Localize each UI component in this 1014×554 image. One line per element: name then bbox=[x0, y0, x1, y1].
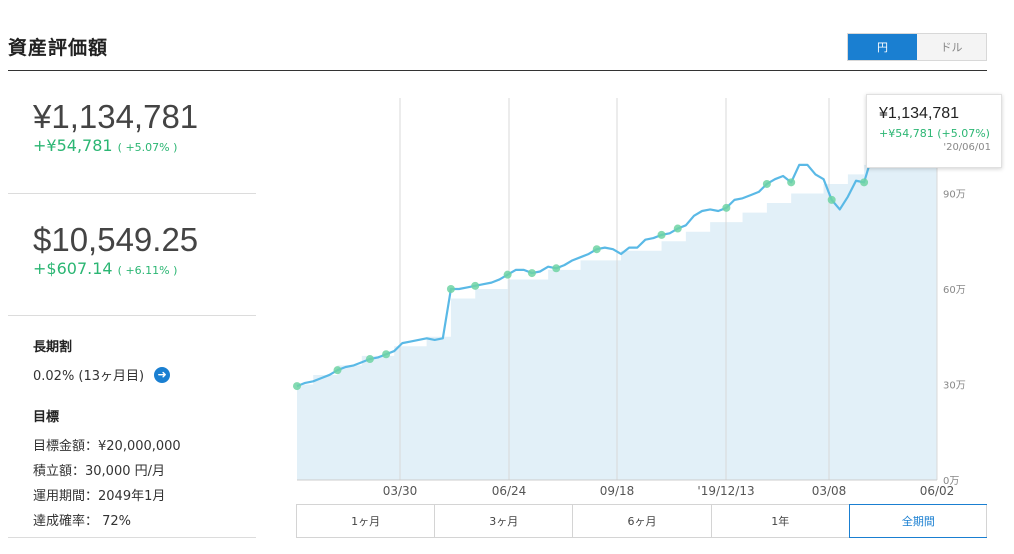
x-tick-label: 03/08 bbox=[812, 484, 847, 498]
data-point bbox=[787, 178, 796, 187]
period-1m-button[interactable]: 1ヶ月 bbox=[297, 505, 436, 537]
period-all-button[interactable]: 全期間 bbox=[848, 504, 988, 538]
data-point bbox=[722, 203, 731, 212]
goal-probability: 達成確率： 72% bbox=[33, 514, 132, 529]
x-tick-label: '19/12/13 bbox=[697, 484, 754, 498]
period-3m-button[interactable]: 3ヶ月 bbox=[435, 505, 574, 537]
data-point bbox=[673, 224, 682, 233]
data-point bbox=[592, 245, 601, 254]
x-tick-label: 03/30 bbox=[383, 484, 418, 498]
yen-change-pct: ( +5.07% ) bbox=[117, 141, 178, 154]
data-point bbox=[503, 270, 512, 279]
period-1y-button[interactable]: 1年 bbox=[712, 505, 850, 537]
currency-toggle: 円 ドル bbox=[847, 33, 987, 61]
y-tick-label: 60万 bbox=[943, 285, 966, 296]
usd-change-pct: ( +6.11% ) bbox=[117, 264, 178, 277]
chart-tooltip: ¥1,134,781 +¥54,781 (+5.07%) '20/06/01 bbox=[866, 94, 1002, 168]
yen-change: +¥54,781 ( +5.07% ) bbox=[8, 136, 256, 155]
y-tick-label: 30万 bbox=[943, 381, 966, 392]
data-point bbox=[382, 350, 391, 359]
period-selector: 1ヶ月 3ヶ月 6ヶ月 1年 全期間 bbox=[296, 504, 988, 538]
tooltip-change: +¥54,781 (+5.07%) bbox=[879, 127, 990, 140]
goal-heading: 目標 bbox=[33, 410, 60, 425]
yen-summary: ¥1,134,781 +¥54,781 ( +5.07% ) bbox=[8, 71, 256, 194]
x-tick-label: 06/02 bbox=[920, 484, 955, 498]
long-term-heading: 長期割 bbox=[33, 340, 73, 355]
header-divider bbox=[8, 70, 987, 71]
data-point bbox=[527, 269, 536, 278]
data-point bbox=[471, 281, 480, 290]
currency-usd-button[interactable]: ドル bbox=[917, 34, 986, 60]
data-point bbox=[827, 195, 836, 204]
page-title: 資産評価額 bbox=[8, 37, 109, 59]
data-point bbox=[333, 366, 342, 375]
y-tick-label: 90万 bbox=[943, 190, 966, 201]
data-point bbox=[762, 179, 771, 188]
yen-change-amount: +¥54,781 bbox=[33, 136, 113, 155]
tooltip-value: ¥1,134,781 bbox=[879, 105, 960, 122]
x-tick-label: 06/24 bbox=[492, 484, 527, 498]
tooltip-date: '20/06/01 bbox=[943, 142, 991, 153]
currency-yen-button[interactable]: 円 bbox=[848, 34, 917, 60]
data-point bbox=[446, 285, 455, 293]
yen-total: ¥1,134,781 bbox=[33, 98, 199, 135]
data-point bbox=[365, 355, 374, 364]
long-term-rate: 0.02% (13ヶ月目) bbox=[33, 369, 145, 384]
data-point bbox=[657, 230, 666, 239]
long-term-rate-row[interactable]: 0.02% (13ヶ月目) ➜ bbox=[33, 365, 256, 384]
left-bottom-divider bbox=[8, 537, 256, 538]
x-tick-label: 09/18 bbox=[600, 484, 635, 498]
goal-amount: 目標金額：¥20,000,000 bbox=[33, 439, 181, 454]
usd-change-amount: +$607.14 bbox=[33, 259, 113, 278]
summary-panel: ¥1,134,781 +¥54,781 ( +5.07% ) $10,549.2… bbox=[8, 71, 256, 529]
goal-contribution: 積立額：30,000 円/月 bbox=[33, 464, 165, 479]
goal-period: 運用期間：2049年1月 bbox=[33, 489, 166, 504]
long-term-section: 長期割 0.02% (13ヶ月目) ➜ bbox=[8, 316, 256, 384]
arrow-right-icon[interactable]: ➜ bbox=[154, 366, 171, 383]
period-6m-button[interactable]: 6ヶ月 bbox=[573, 505, 712, 537]
y-tick-label: 0万 bbox=[943, 476, 959, 487]
usd-total: $10,549.25 bbox=[33, 221, 199, 258]
usd-change: +$607.14 ( +6.11% ) bbox=[8, 259, 256, 278]
data-point bbox=[552, 264, 561, 273]
goal-section: 目標 目標金額：¥20,000,000 積立額：30,000 円/月 運用期間：… bbox=[8, 384, 256, 529]
data-point bbox=[860, 178, 869, 187]
usd-summary: $10,549.25 +$607.14 ( +6.11% ) bbox=[8, 194, 256, 316]
data-point bbox=[293, 382, 301, 391]
